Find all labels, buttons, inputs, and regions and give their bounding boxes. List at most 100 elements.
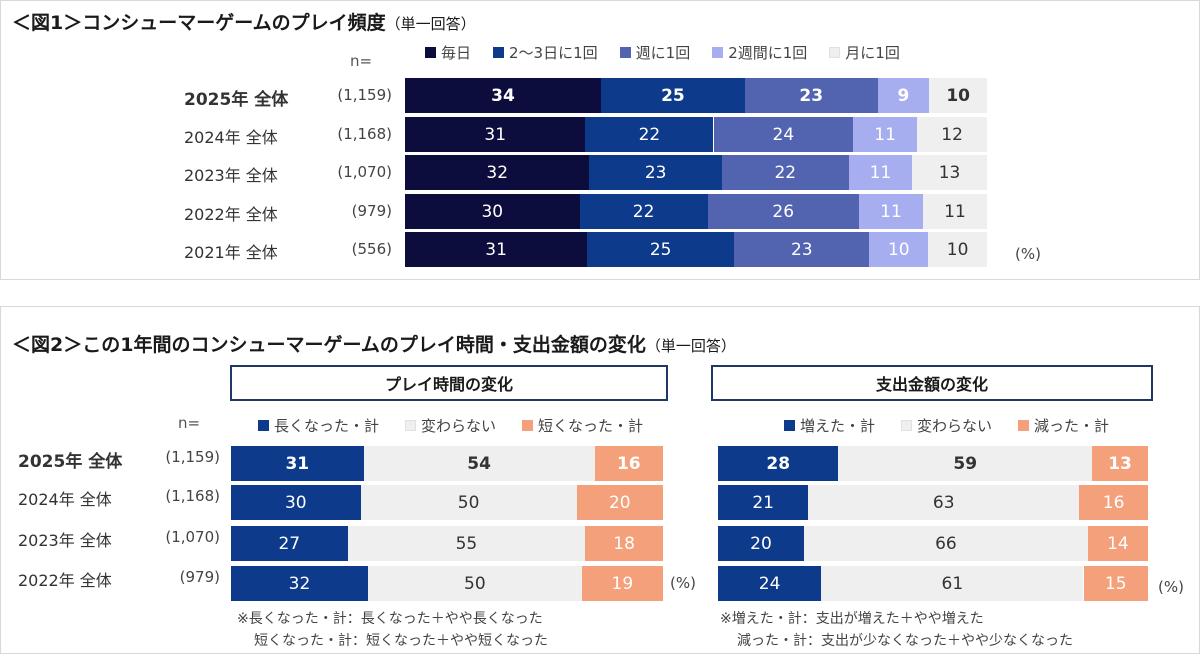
- bar-segment: 15: [1083, 566, 1148, 601]
- legend-swatch: [619, 47, 631, 58]
- category-n: (1,168): [337, 125, 392, 143]
- legend-item: 長くなった・計: [258, 415, 379, 436]
- legend-label: 変わらない: [421, 417, 497, 435]
- bar-segment: 50: [367, 566, 582, 601]
- legend-item: 月に1回: [829, 42, 900, 63]
- bar-segment: 50: [360, 485, 577, 520]
- bar-segment: 10: [929, 78, 987, 113]
- legend-label: 2週間に1回: [728, 44, 808, 62]
- bar-segment: 30: [231, 485, 361, 520]
- category-n: (556): [351, 240, 392, 258]
- bar-segment: 31: [405, 117, 586, 152]
- bar-segment: 55: [347, 526, 586, 561]
- bar-segment: 63: [808, 485, 1080, 520]
- bar-segment: 10: [869, 232, 929, 267]
- category-label: 2023年 全体: [18, 531, 112, 550]
- bar-segment: 26: [707, 194, 859, 229]
- legend-label: 週に1回: [635, 44, 691, 62]
- legend-label: 減った・計: [1034, 417, 1110, 435]
- spending-notes: ※増えた・計：支出が増えた＋やや増えた 減った・計：支出が少なくなった＋やや少な…: [720, 608, 1073, 652]
- legend-label: 月に1回: [845, 44, 900, 62]
- bar-segment: 16: [594, 446, 663, 481]
- legend-swatch: [522, 420, 534, 431]
- bar-segment: 32: [231, 566, 368, 601]
- figure1-unit: (%): [1015, 245, 1041, 263]
- category-label: 2022年 全体: [184, 205, 278, 224]
- spending-note-2: 減った・計：支出が少なくなった＋やや少なくなった: [737, 633, 1073, 649]
- bar-segment: 9: [877, 78, 930, 113]
- bar-segment: 10: [928, 232, 987, 267]
- figure2-n-label: n=: [178, 414, 201, 432]
- bar-segment: 13: [912, 155, 987, 190]
- bar-segment: 11: [923, 194, 987, 229]
- bar-segment: 23: [589, 155, 722, 190]
- bar-segment: 31: [405, 232, 588, 267]
- figure1-legend: 毎日 2～3日に1回 週に1回 2週間に1回 月に1回: [425, 42, 900, 63]
- bar-segment: 11: [859, 194, 923, 229]
- bar-segment: 66: [804, 526, 1088, 561]
- bar-segment: 59: [838, 446, 1093, 481]
- legend-item: 減った・計: [1018, 415, 1109, 436]
- legend-label: 変わらない: [917, 417, 993, 435]
- category-n: (1,159): [337, 86, 392, 104]
- legend-swatch: [829, 47, 841, 58]
- figure1-title: ＜図1＞コンシューマーゲームのプレイ頻度（単一回答）: [12, 12, 476, 34]
- bar-segment: 11: [848, 155, 913, 190]
- legend-swatch: [405, 420, 417, 431]
- bar-segment: 22: [721, 155, 849, 190]
- bar-segment: 23: [734, 232, 870, 267]
- legend-swatch: [258, 420, 269, 431]
- legend-item: 変わらない: [405, 415, 496, 436]
- legend-swatch: [712, 47, 724, 58]
- legend-label: 短くなった・計: [538, 417, 644, 435]
- bar-segment: 22: [585, 117, 714, 152]
- category-label: 2023年 全体: [184, 166, 278, 185]
- play-time-note-1: ※長くなった・計：長くなった＋やや長くなった: [237, 611, 543, 627]
- legend-swatch: [901, 420, 913, 431]
- legend-item: 短くなった・計: [522, 415, 643, 436]
- category-label: 2025年 全体: [184, 90, 289, 110]
- legend-label: 毎日: [441, 44, 472, 62]
- legend-item: 毎日: [425, 42, 471, 63]
- bar-segment: 20: [576, 485, 663, 520]
- spending-unit: (%): [1158, 578, 1184, 596]
- bar-segment: 24: [718, 566, 822, 601]
- category-n: (1,070): [165, 528, 220, 546]
- bar-segment: 13: [1092, 446, 1148, 481]
- bar-segment: 54: [363, 446, 595, 481]
- legend-item: 2～3日に1回: [493, 42, 598, 63]
- play-time-unit: (%): [670, 574, 696, 592]
- category-n: (1,070): [337, 163, 392, 181]
- category-label: 2021年 全体: [184, 243, 278, 262]
- bar-segment: 14: [1087, 526, 1148, 561]
- legend-item: 2週間に1回: [712, 42, 807, 63]
- bar-segment: 32: [405, 155, 590, 190]
- legend-item: 週に1回: [619, 42, 691, 63]
- play-time-header: プレイ時間の変化: [230, 365, 668, 401]
- legend-swatch: [784, 420, 795, 431]
- legend-label: 増えた・計: [800, 417, 876, 435]
- legend-item: 増えた・計: [784, 415, 875, 436]
- category-label: 2024年 全体: [184, 128, 278, 147]
- bar-segment: 23: [745, 78, 878, 113]
- bar-segment: 25: [587, 232, 735, 267]
- legend-swatch: [425, 47, 436, 58]
- play-time-note-2: 短くなった・計：短くなった＋やや短くなった: [254, 633, 548, 649]
- bar-segment: 21: [718, 485, 809, 520]
- category-n: (1,168): [165, 487, 220, 505]
- bar-segment: 16: [1079, 485, 1148, 520]
- category-label: 2022年 全体: [18, 571, 112, 590]
- bar-segment: 25: [600, 78, 745, 113]
- play-time-notes: ※長くなった・計：長くなった＋やや長くなった 短くなった・計：短くなった＋やや短…: [237, 608, 548, 652]
- bar-segment: 28: [718, 446, 839, 481]
- bar-segment: 24: [713, 117, 854, 152]
- legend-label: 2～3日に1回: [509, 44, 598, 62]
- category-n: (1,159): [165, 448, 220, 466]
- bar-segment: 27: [231, 526, 348, 561]
- bar-segment: 34: [405, 78, 601, 113]
- spending-note-1: ※増えた・計：支出が増えた＋やや増えた: [720, 611, 984, 627]
- category-n: (979): [179, 568, 220, 586]
- spending-legend: 増えた・計 変わらない 減った・計: [784, 415, 1109, 436]
- bar-segment: 11: [853, 117, 918, 152]
- bar-segment: 31: [231, 446, 364, 481]
